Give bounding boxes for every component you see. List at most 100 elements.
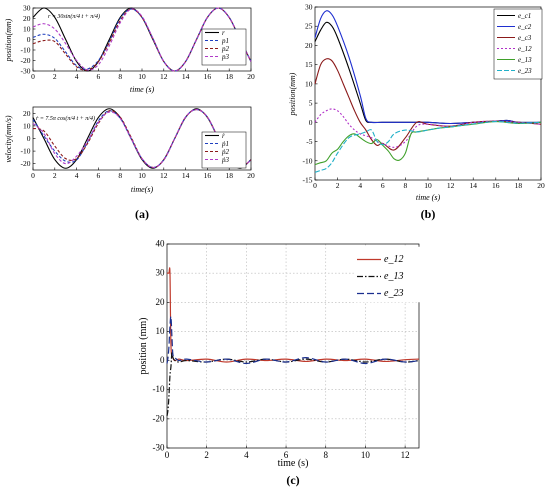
x-tick-label: 10 (138, 72, 146, 81)
panel-c-frame (166, 243, 420, 449)
y-tick-label: -20 (21, 56, 31, 65)
y-tick-label: -10 (21, 147, 31, 156)
panel-a-top-annotation: r = 30sin(π/4 t + π/4) (48, 13, 100, 20)
legend-label: e_c2 (518, 23, 532, 31)
y-tick-label: -10 (303, 156, 313, 165)
panel-a-top-ylabel: position(mm) (4, 18, 13, 62)
panel-c: 0 2 4 6 8 10 12 40 30 20 10 0 -10 -20 -30 e_12 e_13 e_2… (138, 239, 421, 469)
panel-b: 0 2 4 6 8 10 12 14 16 18 20 30 25 20 15 10 5 0 -5 -10 -15 e… (288, 3, 545, 203)
x-tick-label: 8 (404, 181, 408, 190)
legend-label: e_c3 (518, 34, 532, 42)
y-tick-label: 5 (309, 99, 313, 108)
x-tick-label: 4 (75, 171, 79, 180)
legend-label: ṗ3 (221, 156, 230, 164)
y-tick-label: 0 (160, 355, 165, 365)
x-tick-label: 18 (225, 171, 233, 180)
x-tick-label: 12 (160, 171, 168, 180)
x-tick-label: 12 (401, 450, 410, 460)
panel-c-xlabel: time (s) (278, 458, 309, 469)
x-tick-label: 6 (381, 181, 385, 190)
panel-a-bottom-ylabel: velocity(mm/s) (4, 115, 13, 162)
legend-label: p2 (221, 45, 230, 53)
x-tick-label: 10 (361, 450, 371, 460)
x-tick-label: 16 (492, 181, 500, 190)
y-tick-label: 30 (23, 4, 31, 13)
x-tick-label: 2 (336, 181, 340, 190)
series-line-a_top-1 (32, 7, 252, 72)
y-tick-label: 20 (23, 14, 31, 23)
y-tick-label: 15 (305, 60, 313, 69)
series-line-a_bottom-1 (32, 108, 252, 169)
y-tick-label: 25 (305, 22, 313, 31)
series-line-c-0 (166, 267, 420, 363)
y-tick-label: -5 (306, 137, 312, 146)
legend-box (493, 8, 543, 80)
x-tick-label: 12 (160, 72, 168, 81)
x-tick-label: 4 (244, 450, 249, 460)
y-tick-label: -15 (303, 176, 313, 185)
x-tick-label: 0 (165, 450, 170, 460)
legend-box (353, 246, 421, 303)
y-tick-label: -10 (153, 384, 165, 394)
y-tick-label: 10 (156, 326, 166, 336)
legend-label: e_c1 (518, 12, 531, 20)
legend-label: ṗ2 (221, 148, 230, 156)
caption-b: (b) (421, 207, 436, 221)
x-tick-label: 2 (53, 72, 57, 81)
x-tick-label: 2 (53, 171, 57, 180)
x-tick-label: 20 (247, 72, 255, 81)
y-tick-label: 10 (23, 121, 31, 130)
panel-a-bottom-xlabel: time(s) (131, 185, 154, 194)
panel-c-ylabel: position (mm) (138, 318, 149, 375)
y-tick-label: 10 (305, 79, 313, 88)
caption-a: (a) (135, 207, 149, 221)
x-tick-label: 14 (469, 181, 477, 190)
x-tick-label: 10 (424, 181, 432, 190)
legend-label: e_13 (518, 56, 532, 64)
x-tick-label: 16 (204, 171, 212, 180)
series-line-b-5 (314, 121, 542, 173)
y-tick-label: 10 (23, 25, 31, 34)
y-tick-label: 20 (156, 297, 166, 307)
x-tick-label: 14 (182, 171, 190, 180)
legend-box (201, 28, 247, 66)
series-line-b-2 (314, 58, 542, 151)
legend-label: e_12 (518, 45, 532, 53)
caption-c: (c) (286, 473, 299, 487)
legend-box (201, 131, 247, 169)
x-tick-label: 18 (515, 181, 523, 190)
x-tick-label: 16 (204, 72, 212, 81)
legend-label: e_13 (384, 271, 403, 282)
y-tick-label: 20 (23, 109, 31, 118)
series-line-c-2 (166, 315, 420, 365)
x-tick-label: 12 (447, 181, 455, 190)
x-tick-label: 4 (75, 72, 79, 81)
legend-label: ṙ (222, 132, 225, 140)
x-tick-label: 8 (323, 450, 328, 460)
legend-label: e_23 (518, 67, 532, 75)
y-tick-label: -20 (153, 413, 165, 423)
x-tick-label: 4 (358, 181, 362, 190)
y-tick-label: -20 (21, 159, 31, 168)
y-tick-label: 0 (309, 118, 313, 127)
y-tick-label: 20 (305, 41, 313, 50)
x-tick-label: 20 (247, 171, 255, 180)
y-tick-label: 0 (27, 35, 31, 44)
x-tick-label: 6 (97, 72, 101, 81)
series-line-b-4 (314, 121, 542, 166)
legend-label: p3 (221, 53, 230, 61)
legend-label: ṗ1 (221, 140, 229, 148)
x-tick-label: 18 (225, 72, 233, 81)
legend-label: r (222, 29, 225, 37)
panel-a-bottom: 0 2 4 6 8 10 12 14 16 18 20 20 10 0 -10 -20 ṙ = 7.5π c… (4, 106, 255, 194)
x-tick-label: 0 (31, 171, 35, 180)
x-tick-label: 6 (97, 171, 101, 180)
y-tick-label: -30 (153, 443, 165, 453)
x-tick-label: 8 (118, 171, 122, 180)
panel-a-top-xlabel: time (s) (130, 85, 155, 94)
y-tick-label: -10 (21, 46, 31, 55)
legend-label: e_23 (384, 288, 403, 299)
y-tick-label: 0 (27, 134, 31, 143)
